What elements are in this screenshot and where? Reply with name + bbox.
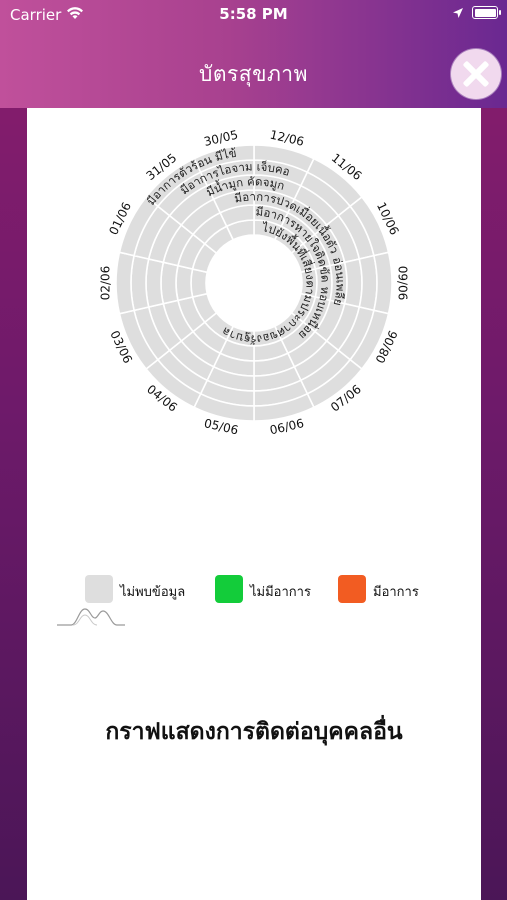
status-bar: Carrier 5:58 PM	[0, 0, 507, 30]
legend-label-no-symptom: ไม่มีอาการ	[250, 585, 311, 600]
wheel-cell	[372, 251, 393, 315]
location-arrow-icon	[453, 8, 463, 18]
contact-graph-title: กราฟแสดงการติดต่อบุคคลอื่น	[105, 719, 403, 745]
status-time: 5:58 PM	[219, 5, 288, 23]
legend: ไม่พบข้อมูล ไม่มีอาการ มีอาการ	[27, 575, 481, 615]
wheel-cell	[145, 258, 165, 308]
wheel-cell	[190, 268, 209, 298]
page-title: บัตรสุขภาพ	[199, 62, 308, 86]
wheel-cell	[175, 264, 194, 302]
contact-graph-thumbnail-icon	[57, 608, 125, 626]
wheel-cell	[358, 254, 378, 312]
header-bar: Carrier 5:58 PM บัตรสุขภาพ	[0, 0, 507, 108]
wifi-icon	[67, 7, 83, 19]
wheel-cell	[160, 261, 179, 305]
wheel-date-label: 02/06	[99, 266, 113, 301]
legend-swatch-symptom	[338, 575, 366, 603]
legend-label-symptom: มีอาการ	[373, 585, 419, 600]
close-button[interactable]	[451, 49, 501, 99]
health-card: 12/06 11/06 10/06 09/06 08/06 07/06 06/06 05/06…	[27, 108, 481, 900]
legend-swatch-no-symptom	[215, 575, 243, 603]
wheel-cell	[115, 251, 136, 315]
legend-swatch-no-data	[85, 575, 113, 603]
wheel-cell	[193, 144, 255, 174]
carrier-label: Carrier	[10, 6, 62, 24]
legend-label-no-data: ไม่พบข้อมูล	[120, 585, 186, 600]
wheel-date-label: 09/06	[396, 266, 410, 301]
wheel-cell	[130, 254, 150, 312]
battery-icon	[472, 6, 501, 19]
symptom-wheel-chart: 12/0611/0610/0609/0608/0607/0606/0605/06…	[99, 128, 410, 438]
